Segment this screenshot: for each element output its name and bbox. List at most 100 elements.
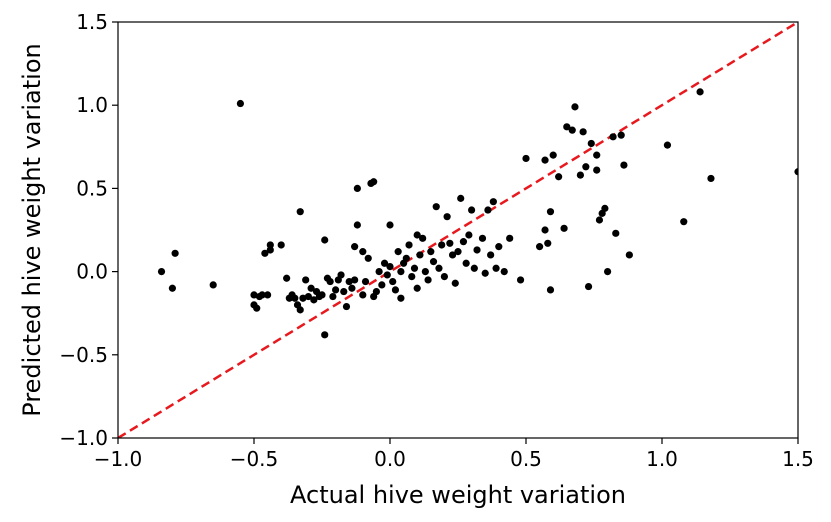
- data-point: [500, 268, 508, 276]
- data-point: [516, 276, 525, 284]
- data-point: [361, 277, 370, 286]
- data-point: [478, 234, 487, 242]
- data-point: [609, 133, 617, 141]
- data-point: [359, 291, 367, 299]
- data-point: [555, 173, 563, 181]
- y-axis-label: Predicted hive weight variation: [18, 43, 46, 416]
- data-point: [696, 88, 704, 96]
- data-point: [380, 259, 389, 267]
- data-point: [435, 264, 443, 272]
- data-point: [707, 174, 715, 183]
- data-point: [546, 286, 555, 294]
- data-point: [372, 287, 380, 296]
- data-point: [370, 178, 378, 186]
- data-point: [429, 258, 438, 266]
- data-point: [386, 263, 394, 271]
- data-point: [481, 269, 489, 277]
- data-point: [459, 238, 468, 246]
- data-point: [541, 156, 549, 164]
- data-point: [432, 203, 440, 211]
- y-tick-label: 0.0: [76, 260, 108, 284]
- data-point: [351, 243, 359, 251]
- data-point: [296, 306, 304, 314]
- data-point: [416, 251, 424, 259]
- data-point: [495, 243, 503, 251]
- x-tick-label: −1.0: [94, 447, 143, 471]
- data-point: [413, 231, 421, 239]
- data-point: [383, 271, 391, 279]
- data-point: [394, 248, 402, 256]
- data-point: [604, 268, 612, 276]
- data-point: [391, 286, 400, 294]
- data-point: [296, 208, 304, 216]
- data-point: [332, 286, 340, 294]
- data-point: [489, 198, 497, 206]
- y-tick-label: 1.0: [76, 93, 108, 117]
- data-point: [601, 204, 609, 212]
- data-point: [576, 171, 585, 179]
- data-point: [389, 277, 397, 286]
- data-point: [266, 246, 274, 254]
- data-point: [171, 249, 179, 257]
- data-point: [544, 239, 552, 247]
- x-tick-label: −0.5: [230, 447, 279, 471]
- data-point: [440, 272, 448, 281]
- data-point: [568, 126, 576, 134]
- data-point: [424, 276, 432, 284]
- data-point: [549, 151, 557, 159]
- data-point: [612, 229, 620, 237]
- data-point: [625, 251, 633, 259]
- data-point: [378, 281, 386, 289]
- data-point: [329, 292, 337, 301]
- data-point: [345, 277, 353, 286]
- data-point: [487, 251, 495, 259]
- data-point: [302, 276, 310, 284]
- data-point: [448, 251, 457, 259]
- data-point: [157, 268, 166, 276]
- data-point: [454, 248, 462, 256]
- data-point: [443, 213, 451, 221]
- data-point: [492, 264, 500, 272]
- x-tick-label: 1.0: [646, 447, 678, 471]
- data-point: [546, 208, 555, 216]
- data-point: [536, 243, 544, 251]
- data-point: [168, 284, 176, 292]
- data-point: [304, 292, 312, 301]
- data-point: [236, 99, 244, 108]
- data-point: [427, 248, 435, 256]
- data-point: [253, 304, 261, 312]
- data-point: [446, 239, 454, 247]
- data-point: [506, 234, 514, 242]
- y-tick-label: 1.5: [76, 10, 108, 34]
- data-point: [582, 163, 590, 171]
- data-point: [470, 264, 478, 272]
- data-point: [680, 218, 688, 226]
- data-point: [617, 131, 625, 139]
- data-point: [408, 272, 416, 281]
- data-point: [468, 206, 476, 214]
- data-point: [326, 277, 334, 286]
- data-point: [451, 279, 459, 287]
- data-point: [419, 234, 427, 242]
- data-point: [351, 276, 359, 284]
- data-point: [291, 294, 299, 302]
- data-point: [209, 281, 217, 289]
- y-tick-label: −1.0: [59, 426, 108, 450]
- reference-line: [118, 22, 798, 438]
- data-point: [794, 168, 798, 176]
- data-point: [397, 268, 405, 276]
- data-point: [465, 231, 473, 239]
- data-point: [340, 287, 348, 296]
- x-tick-label: 0.0: [374, 447, 406, 471]
- data-point: [261, 249, 269, 257]
- data-point: [484, 206, 492, 214]
- data-point: [397, 294, 405, 302]
- data-point: [438, 241, 446, 249]
- data-point: [277, 241, 285, 249]
- x-tick-label: 0.5: [510, 447, 542, 471]
- data-point: [663, 141, 672, 149]
- data-point: [364, 254, 372, 262]
- data-point: [321, 236, 329, 244]
- x-axis-label: Actual hive weight variation: [290, 481, 626, 509]
